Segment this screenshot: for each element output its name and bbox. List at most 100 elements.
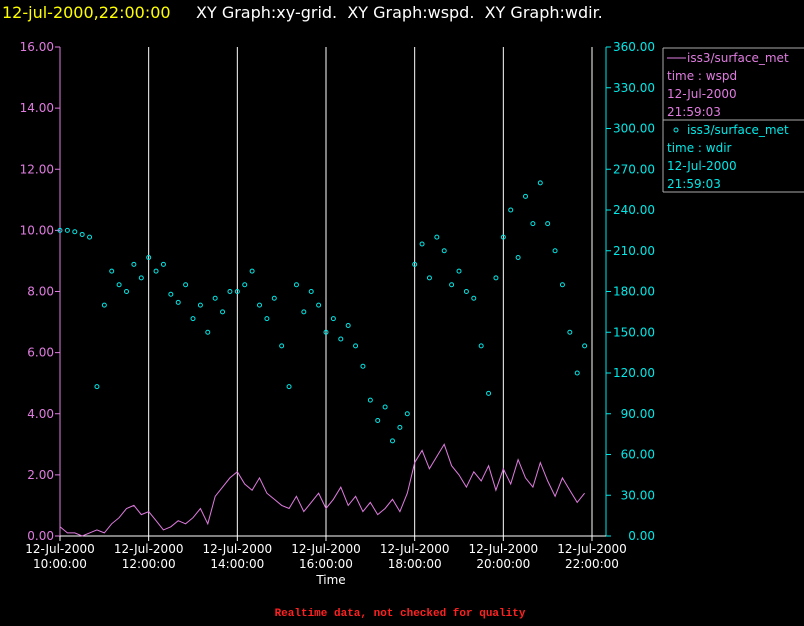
- wdir-point: [330, 316, 336, 322]
- y2-tick-label: 270.00: [613, 162, 655, 176]
- wdir-point: [212, 295, 218, 301]
- wdir-point: [397, 424, 403, 430]
- legend-detail: 21:59:03: [667, 105, 721, 119]
- y2-tick-label: 180.00: [613, 285, 655, 299]
- wdir-point: [234, 289, 240, 294]
- x-tick-label: 12-Jul-2000: [557, 542, 627, 556]
- wdir-point: [360, 363, 366, 369]
- y2-tick-label: 0.00: [628, 529, 655, 543]
- wdir-point: [478, 343, 484, 349]
- wdir-point: [552, 248, 558, 254]
- wdir-point: [153, 268, 159, 274]
- wdir-point: [190, 316, 196, 322]
- wdir-point: [79, 231, 85, 237]
- wdir-point: [308, 289, 314, 294]
- wdir-point: [345, 322, 351, 328]
- wdir-point: [205, 329, 211, 335]
- chart-subtitle: XY Graph:xy-grid. XY Graph:wspd. XY Grap…: [196, 3, 603, 22]
- y2-tick-label: 30.00: [621, 488, 655, 502]
- wdir-point: [545, 221, 551, 227]
- y2-tick-label: 360.00: [613, 40, 655, 54]
- y-tick-label: 0.00: [27, 529, 54, 543]
- wdir-point: [523, 193, 528, 199]
- wdir-point: [175, 299, 181, 305]
- wdir-point: [441, 248, 447, 254]
- x-tick-label: 12-Jul-2000: [469, 542, 539, 556]
- x-tick-label: 16:00:00: [299, 557, 353, 571]
- wspd-line: [59, 443, 585, 537]
- wdir-point: [449, 282, 455, 288]
- x-tick-label: 18:00:00: [388, 557, 442, 571]
- wdir-point: [375, 418, 381, 424]
- wdir-point: [220, 309, 226, 315]
- chart-title: 12-jul-2000,22:00:00: [2, 3, 171, 22]
- y-tick-label: 4.00: [27, 407, 54, 421]
- wdir-point: [227, 289, 233, 294]
- y-tick-label: 14.00: [20, 101, 54, 115]
- x-tick-label: 12-Jul-2000: [291, 542, 361, 556]
- y-tick-label: 2.00: [27, 468, 54, 482]
- wdir-point: [338, 336, 344, 342]
- wdir-point: [87, 234, 93, 240]
- wdir-point: [426, 275, 432, 281]
- wdir-point: [382, 404, 388, 410]
- wdir-point: [390, 438, 395, 444]
- wdir-point: [116, 282, 122, 288]
- wdir-point: [567, 329, 573, 335]
- wdir-point: [57, 227, 63, 233]
- y-tick-label: 8.00: [27, 285, 54, 299]
- wdir-point: [515, 255, 521, 261]
- legend-detail: time : wspd: [667, 69, 737, 83]
- y-tick-label: 16.00: [20, 40, 54, 54]
- wdir-point: [168, 291, 174, 297]
- wdir-point: [160, 261, 166, 267]
- wdir-point: [463, 289, 469, 294]
- x-tick-label: 12-Jul-2000: [203, 542, 273, 556]
- wdir-point: [323, 329, 329, 335]
- wdir-point: [574, 370, 580, 376]
- legend-label: iss3/surface_met: [687, 123, 789, 137]
- legend-detail: 12-Jul-2000: [667, 87, 737, 101]
- x-tick-label: 12-Jul-2000: [380, 542, 450, 556]
- wdir-point: [279, 343, 285, 349]
- y2-tick-label: 240.00: [613, 203, 655, 217]
- wdir-point: [508, 207, 514, 213]
- wdir-point: [131, 261, 137, 267]
- legend-label: iss3/surface_met: [687, 51, 789, 65]
- x-axis-label: Time: [315, 573, 345, 587]
- wdir-point: [264, 316, 270, 322]
- wdir-point: [72, 229, 78, 235]
- wdir-point: [197, 302, 203, 308]
- wdir-point: [353, 343, 359, 349]
- wdir-point: [471, 295, 477, 301]
- wdir-point: [582, 343, 588, 349]
- footer-note: Realtime data, not checked for quality: [275, 608, 526, 620]
- wdir-point: [124, 289, 129, 294]
- legend-detail: 12-Jul-2000: [667, 159, 737, 173]
- wdir-point: [138, 275, 144, 281]
- wdir-point: [94, 384, 100, 390]
- wdir-point: [559, 282, 565, 288]
- y2-tick-label: 120.00: [613, 366, 655, 380]
- wdir-point: [146, 255, 152, 261]
- wdir-point: [101, 302, 107, 308]
- y2-tick-label: 210.00: [613, 244, 655, 258]
- wdir-point: [301, 309, 307, 315]
- wdir-point: [242, 282, 248, 288]
- x-tick-label: 20:00:00: [476, 557, 530, 571]
- legend-detail: 21:59:03: [667, 177, 721, 191]
- legend-detail: time : wdir: [667, 141, 732, 155]
- y-tick-label: 12.00: [20, 162, 54, 176]
- wdir-point: [493, 275, 499, 281]
- wdir-point: [257, 302, 262, 308]
- x-tick-label: 10:00:00: [33, 557, 87, 571]
- x-tick-label: 12-Jul-2000: [25, 542, 95, 556]
- wdir-point: [530, 221, 536, 227]
- y2-tick-label: 60.00: [621, 448, 655, 462]
- wdir-point: [64, 227, 70, 233]
- legend-symbol: [673, 127, 679, 133]
- y2-tick-label: 300.00: [613, 122, 655, 136]
- wdir-point: [486, 390, 492, 396]
